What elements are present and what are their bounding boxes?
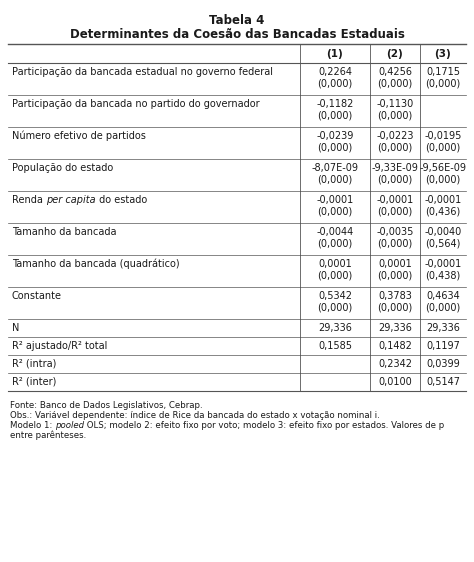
- Text: 0,0001: 0,0001: [378, 259, 412, 269]
- Text: Obs.: Variável dependente: índice de Rice da bancada do estado x votação nominal: Obs.: Variável dependente: índice de Ric…: [10, 411, 380, 420]
- Text: -0,0001: -0,0001: [424, 195, 462, 205]
- Text: Participação da bancada estadual no governo federal: Participação da bancada estadual no gove…: [12, 67, 273, 77]
- Text: R² ajustado/R² total: R² ajustado/R² total: [12, 341, 108, 351]
- Text: -0,0001: -0,0001: [424, 259, 462, 269]
- Text: 0,2342: 0,2342: [378, 359, 412, 369]
- Text: 0,0001: 0,0001: [318, 259, 352, 269]
- Text: 29,336: 29,336: [318, 323, 352, 333]
- Text: (0,000): (0,000): [425, 174, 461, 184]
- Text: -0,0001: -0,0001: [376, 195, 414, 205]
- Text: (0,000): (0,000): [318, 78, 353, 88]
- Text: (2): (2): [387, 49, 403, 59]
- Text: 29,336: 29,336: [426, 323, 460, 333]
- Text: (0,000): (0,000): [318, 206, 353, 216]
- Text: (0,000): (0,000): [377, 78, 413, 88]
- Text: Tabela 4: Tabela 4: [210, 15, 264, 28]
- Text: -0,1182: -0,1182: [316, 99, 354, 109]
- Text: População do estado: População do estado: [12, 163, 113, 173]
- Text: (0,000): (0,000): [377, 206, 413, 216]
- Text: (3): (3): [435, 49, 451, 59]
- Text: Renda: Renda: [12, 195, 46, 205]
- Text: (0,000): (0,000): [377, 174, 413, 184]
- Text: Constante: Constante: [12, 291, 62, 301]
- Text: (0,000): (0,000): [318, 174, 353, 184]
- Text: (0,000): (0,000): [425, 78, 461, 88]
- Text: pooled: pooled: [55, 421, 84, 430]
- Text: R² (inter): R² (inter): [12, 377, 56, 387]
- Text: 0,0100: 0,0100: [378, 377, 412, 387]
- Text: (0,564): (0,564): [425, 238, 461, 248]
- Text: (0,436): (0,436): [425, 206, 461, 216]
- Text: Participação da bancada no partido do governador: Participação da bancada no partido do go…: [12, 99, 260, 109]
- Text: Modelo 1:: Modelo 1:: [10, 421, 55, 430]
- Text: 0,0399: 0,0399: [426, 359, 460, 369]
- Text: OLS; modelo 2: efeito fixo por voto; modelo 3: efeito fixo por estados. Valores : OLS; modelo 2: efeito fixo por voto; mod…: [84, 421, 445, 430]
- Text: Determinantes da Coesão das Bancadas Estaduais: Determinantes da Coesão das Bancadas Est…: [70, 29, 404, 42]
- Text: (0,000): (0,000): [318, 142, 353, 152]
- Text: (0,000): (0,000): [318, 110, 353, 120]
- Text: 0,4256: 0,4256: [378, 67, 412, 77]
- Text: per capita: per capita: [46, 195, 96, 205]
- Text: -0,0239: -0,0239: [316, 131, 354, 141]
- Text: 0,1585: 0,1585: [318, 341, 352, 351]
- Text: (0,000): (0,000): [318, 238, 353, 248]
- Text: -0,0035: -0,0035: [376, 227, 414, 237]
- Text: -0,0223: -0,0223: [376, 131, 414, 141]
- Text: 0,5147: 0,5147: [426, 377, 460, 387]
- Text: 0,1715: 0,1715: [426, 67, 460, 77]
- Text: 0,1482: 0,1482: [378, 341, 412, 351]
- Text: -0,0044: -0,0044: [316, 227, 354, 237]
- Text: R² (intra): R² (intra): [12, 359, 56, 369]
- Text: entre parênteses.: entre parênteses.: [10, 431, 86, 441]
- Text: (0,000): (0,000): [377, 238, 413, 248]
- Text: (0,000): (0,000): [377, 110, 413, 120]
- Text: N: N: [12, 323, 19, 333]
- Text: 0,2264: 0,2264: [318, 67, 352, 77]
- Text: (0,000): (0,000): [425, 142, 461, 152]
- Text: 0,5342: 0,5342: [318, 291, 352, 301]
- Text: Tamanho da bancada (quadrático): Tamanho da bancada (quadrático): [12, 259, 180, 269]
- Text: (0,000): (0,000): [377, 302, 413, 312]
- Text: (0,000): (0,000): [318, 302, 353, 312]
- Text: (0,000): (0,000): [377, 142, 413, 152]
- Text: do estado: do estado: [96, 195, 147, 205]
- Text: (1): (1): [327, 49, 343, 59]
- Text: (0,000): (0,000): [318, 270, 353, 280]
- Text: -0,0001: -0,0001: [316, 195, 354, 205]
- Text: Fonte: Banco de Dados Legislativos, Cebrap.: Fonte: Banco de Dados Legislativos, Cebr…: [10, 401, 202, 410]
- Text: 0,4634: 0,4634: [426, 291, 460, 301]
- Text: -8,07E-09: -8,07E-09: [311, 163, 358, 173]
- Text: Número efetivo de partidos: Número efetivo de partidos: [12, 131, 146, 141]
- Text: (0,000): (0,000): [425, 302, 461, 312]
- Text: -0,0195: -0,0195: [424, 131, 462, 141]
- Text: -0,1130: -0,1130: [376, 99, 414, 109]
- Text: -9,33E-09: -9,33E-09: [372, 163, 419, 173]
- Text: 0,1197: 0,1197: [426, 341, 460, 351]
- Text: (0,438): (0,438): [425, 270, 461, 280]
- Text: 0,3783: 0,3783: [378, 291, 412, 301]
- Text: Tamanho da bancada: Tamanho da bancada: [12, 227, 117, 237]
- Text: -0,0040: -0,0040: [424, 227, 462, 237]
- Text: 29,336: 29,336: [378, 323, 412, 333]
- Text: (0,000): (0,000): [377, 270, 413, 280]
- Text: -9,56E-09: -9,56E-09: [419, 163, 466, 173]
